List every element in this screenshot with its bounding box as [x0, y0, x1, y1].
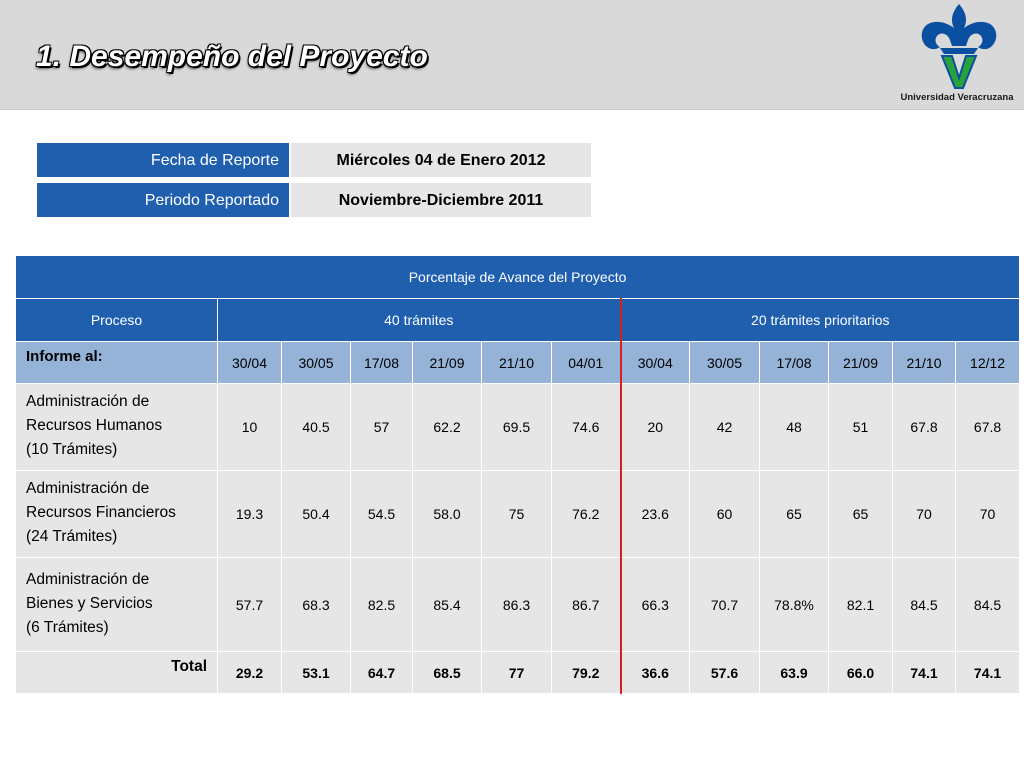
period-label: Periodo Reportado: [36, 182, 290, 218]
report-date-label: Fecha de Reporte: [36, 142, 290, 178]
total-cell: 79.2: [551, 651, 622, 694]
process-name-bs: Administración de Bienes y Servicios (6 …: [15, 557, 218, 652]
value-cell: 66.3: [620, 557, 690, 652]
total-cell: 68.5: [412, 651, 482, 694]
value-cell: 58.0: [412, 470, 482, 558]
date-header: 04/01: [551, 341, 622, 384]
date-header: 21/10: [892, 341, 956, 384]
value-cell: 70: [892, 470, 956, 558]
university-name: Universidad Veracruzana: [900, 92, 1014, 103]
process-line: Administración de: [26, 393, 150, 410]
value-cell: 19.3: [217, 470, 282, 558]
value-cell: 23.6: [620, 470, 690, 558]
value-cell: 70.7: [689, 557, 760, 652]
process-line: Bienes y Servicios: [26, 594, 153, 612]
value-cell: 10: [217, 383, 282, 471]
process-line: (10 Trámites): [26, 441, 118, 458]
date-header: 30/05: [689, 341, 760, 384]
value-cell: 85.4: [412, 557, 482, 652]
value-cell: 51: [828, 383, 893, 471]
total-row: Total 29.2 53.1 64.7 68.5 77 79.2 36.6 5…: [15, 651, 1021, 694]
date-header: 30/05: [281, 341, 351, 384]
process-line: Administración de: [26, 480, 150, 497]
table-row: Administración de Recursos Humanos (10 T…: [15, 383, 1021, 471]
process-line: Administración de: [26, 570, 150, 588]
value-cell: 68.3: [281, 557, 351, 652]
value-cell: 60: [689, 470, 760, 558]
value-cell: 65: [759, 470, 829, 558]
value-cell: 57.7: [217, 557, 282, 652]
period-row: Periodo Reportado Noviembre-Diciembre 20…: [36, 182, 592, 218]
total-cell: 77: [481, 651, 552, 694]
value-cell: 65: [828, 470, 893, 558]
report-date-row: Fecha de Reporte Miércoles 04 de Enero 2…: [36, 142, 592, 178]
value-cell: 67.8: [892, 383, 956, 471]
value-cell: 82.5: [350, 557, 413, 652]
header-bar: [0, 0, 1024, 110]
total-label: Total: [15, 651, 218, 694]
process-line: Recursos Financieros: [26, 504, 176, 521]
value-cell: 76.2: [551, 470, 622, 558]
page-title: 1. Desempeño del Proyecto: [36, 40, 428, 73]
group-header-20: 20 trámites prioritarios: [619, 298, 1021, 342]
value-cell: 54.5: [350, 470, 413, 558]
date-header: 21/10: [481, 341, 552, 384]
table-row: Administración de Recursos Financieros (…: [15, 470, 1021, 558]
total-cell: 57.6: [689, 651, 760, 694]
value-cell: 62.2: [412, 383, 482, 471]
dates-row: Informe al: 30/04 30/05 17/08 21/09 21/1…: [15, 341, 1021, 384]
process-line: Recursos Humanos: [26, 417, 163, 434]
total-cell: 74.1: [892, 651, 956, 694]
university-logo-icon: [921, 4, 997, 89]
progress-table: Porcentaje de Avance del Proyecto Proces…: [14, 255, 1021, 694]
value-cell: 78.8%: [759, 557, 829, 652]
value-cell: 40.5: [281, 383, 351, 471]
value-cell: 84.5: [954, 557, 1021, 652]
total-cell: 64.7: [350, 651, 413, 694]
total-cell: 74.1: [954, 651, 1021, 694]
date-header: 21/09: [412, 341, 482, 384]
process-name-hr: Administración de Recursos Humanos (10 T…: [15, 383, 218, 471]
date-header: 17/08: [759, 341, 829, 384]
table-title: Porcentaje de Avance del Proyecto: [14, 255, 1021, 299]
process-header: Proceso: [15, 298, 218, 342]
value-cell: 69.5: [481, 383, 552, 471]
date-header: 17/08: [350, 341, 413, 384]
value-cell: 42: [689, 383, 760, 471]
process-name-rf: Administración de Recursos Financieros (…: [15, 470, 218, 558]
value-cell: 48: [759, 383, 829, 471]
date-header: 30/04: [620, 341, 690, 384]
group-header-40: 40 trámites: [217, 298, 622, 342]
total-cell: 29.2: [217, 651, 282, 694]
total-cell: 36.6: [620, 651, 690, 694]
value-cell: 84.5: [892, 557, 956, 652]
value-cell: 75: [481, 470, 552, 558]
value-cell: 50.4: [281, 470, 351, 558]
total-cell: 63.9: [759, 651, 829, 694]
total-cell: 53.1: [281, 651, 351, 694]
total-cell: 66.0: [828, 651, 893, 694]
table-row: Administración de Bienes y Servicios (6 …: [15, 557, 1021, 652]
value-cell: 70: [954, 470, 1021, 558]
report-date-value: Miércoles 04 de Enero 2012: [290, 142, 592, 178]
value-cell: 57: [350, 383, 413, 471]
process-line: (6 Trámites): [26, 618, 109, 636]
value-cell: 74.6: [551, 383, 622, 471]
value-cell: 82.1: [828, 557, 893, 652]
value-cell: 86.7: [551, 557, 622, 652]
date-header: 12/12: [954, 341, 1021, 384]
value-cell: 86.3: [481, 557, 552, 652]
value-cell: 20: [620, 383, 690, 471]
period-value: Noviembre-Diciembre 2011: [290, 182, 592, 218]
date-header: 30/04: [217, 341, 282, 384]
value-cell: 67.8: [954, 383, 1021, 471]
process-line: (24 Trámites): [26, 528, 118, 545]
informe-label: Informe al:: [15, 341, 218, 384]
date-header: 21/09: [828, 341, 893, 384]
